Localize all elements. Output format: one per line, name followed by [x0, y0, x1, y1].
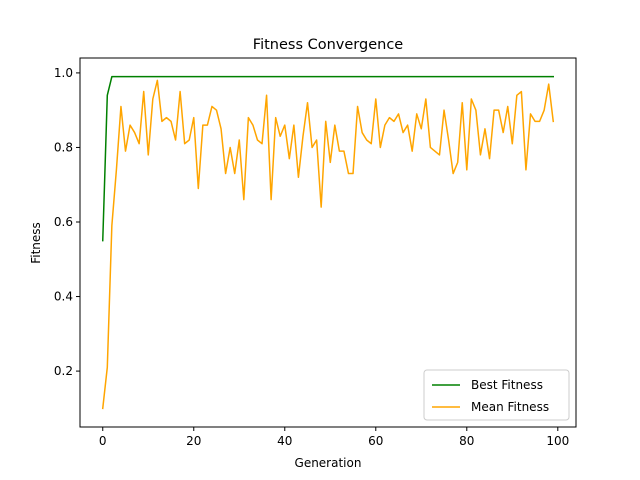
- y-tick-label: 0.6: [54, 215, 73, 229]
- plot-area-frame: [79, 57, 577, 428]
- legend-label-mean-fitness: Mean Fitness: [471, 400, 549, 414]
- x-tick-label: 20: [186, 434, 201, 448]
- x-tick-label: 40: [277, 434, 292, 448]
- legend-label-best-fitness: Best Fitness: [471, 378, 543, 392]
- y-axis-ticks: 0.2 0.4 0.6 0.8 1.0: [54, 66, 80, 378]
- chart-title: Fitness Convergence: [253, 37, 404, 53]
- legend: Best Fitness Mean Fitness: [423, 369, 570, 421]
- y-axis-label: Fitness: [29, 222, 43, 264]
- series-layer: [101, 75, 555, 410]
- x-tick-label: 100: [546, 434, 569, 448]
- x-tick-label: 80: [459, 434, 474, 448]
- legend-box: [423, 369, 570, 421]
- x-tick-label: 60: [368, 434, 383, 448]
- x-axis-label: Generation: [295, 456, 362, 470]
- y-tick-label: 0.8: [54, 140, 73, 154]
- x-tick-label: 0: [99, 434, 107, 448]
- y-tick-label: 0.4: [54, 290, 73, 304]
- series-line-best-fitness: [101, 75, 554, 242]
- y-tick-label: 0.2: [54, 364, 73, 378]
- series-line-mean-fitness: [101, 79, 555, 410]
- x-axis-ticks: 0 20 40 60 80 100: [99, 427, 569, 448]
- y-tick-label: 1.0: [54, 66, 73, 80]
